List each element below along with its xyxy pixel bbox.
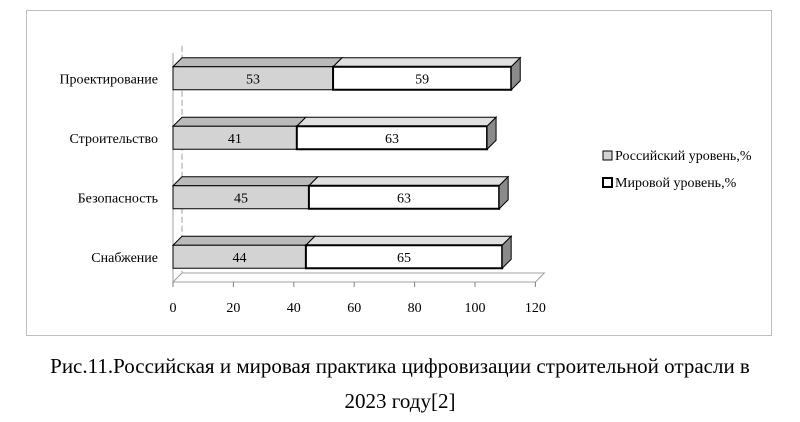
bar-side: [486, 116, 497, 151]
data-label-world: 63: [397, 191, 411, 206]
x-tick-label: 20: [226, 301, 240, 316]
bar-world-top: [331, 57, 522, 68]
data-label-world: 63: [385, 132, 399, 147]
bar-chart: 0 20 40 60 80 100 120 53 59 Проектирование 41 63 Стр…: [59, 44, 752, 316]
bar-side: [510, 56, 521, 91]
bar-russian-top: [171, 57, 344, 68]
legend-swatch: [602, 177, 613, 188]
x-tick-label: 60: [347, 301, 361, 316]
category-label: Снабжение: [91, 251, 158, 266]
chart-frame: 0 20 40 60 80 100 120 53 59 Проектирование 41 63 Стр…: [26, 10, 772, 336]
category-label: Строительство: [70, 132, 158, 147]
bar-russian-top: [171, 116, 308, 127]
x-tick-label: 40: [287, 301, 301, 316]
data-label-russian: 53: [246, 72, 260, 87]
data-label-russian: 44: [232, 251, 246, 266]
figure-caption-line-2: 2023 году[2]: [344, 389, 456, 413]
category-label: Безопасность: [78, 191, 158, 206]
data-label-russian: 41: [228, 132, 242, 147]
bar-side: [501, 235, 512, 270]
legend-label: Российский уровень,%: [615, 149, 752, 164]
x-tick-label: 120: [525, 301, 546, 316]
legend-swatch: [602, 150, 613, 161]
chart-floor: [171, 272, 546, 283]
data-label-world: 59: [415, 72, 429, 87]
x-tick-label: 0: [170, 301, 177, 316]
bar-russian-top: [171, 176, 320, 187]
bar-world-top: [307, 176, 510, 187]
bar-world-top: [304, 235, 513, 246]
bar-side: [498, 175, 509, 210]
x-tick-label: 80: [408, 301, 422, 316]
data-label-world: 65: [397, 251, 411, 266]
bar-russian-top: [171, 235, 317, 246]
legend-label: Мировой уровень,%: [615, 176, 737, 191]
figure-caption-line-1: Рис.11.Российская и мировая практика циф…: [50, 354, 750, 378]
data-label-russian: 45: [234, 191, 248, 206]
category-label: Проектирование: [59, 72, 158, 87]
x-tick-label: 100: [465, 301, 486, 316]
bar-world-top: [295, 116, 498, 127]
